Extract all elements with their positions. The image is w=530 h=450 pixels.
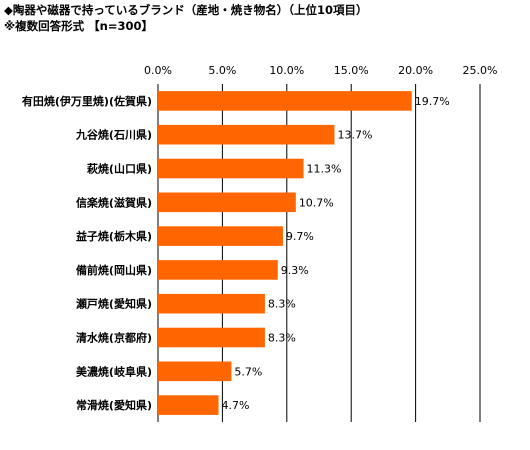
data-label: 5.7% — [234, 365, 262, 378]
x-tick-label: 25.0% — [463, 64, 498, 77]
data-label: 13.7% — [337, 129, 372, 142]
x-tick-label: 5.0% — [208, 64, 236, 77]
category-label: 備前焼(岡山県) — [76, 263, 152, 277]
bar — [158, 124, 335, 145]
data-label: 9.7% — [286, 230, 314, 243]
value-labels: 19.7% 13.7% 11.3% 10.7% 9.7% 9.3% 8.3% 8.3% 5.7%… — [222, 95, 450, 412]
category-label: 清水焼(京都府) — [76, 331, 152, 345]
data-label: 4.7% — [222, 399, 250, 412]
bar — [158, 158, 304, 179]
bar — [158, 395, 219, 415]
category-label: 信楽焼(滋賀県) — [76, 195, 152, 209]
category-label: 有田焼(伊万里焼)(佐賀県) — [22, 94, 152, 108]
chart-subtitle: ※複数回答形式 【n=300】 — [4, 19, 154, 33]
x-tick-labels: 0.0% 5.0% 10.0% 15.0% 20.0% 25.0% — [144, 64, 497, 77]
data-label: 11.3% — [307, 163, 342, 176]
bar — [158, 260, 278, 280]
chart-title: ◆陶器や磁器で持っているブランド（産地・焼き物名）（上位10項目） — [4, 3, 368, 17]
bar — [158, 192, 296, 213]
bar — [158, 327, 265, 348]
category-label: 常滑焼(愛知県) — [76, 398, 152, 412]
x-tick-label: 20.0% — [398, 64, 433, 77]
bar — [158, 91, 412, 111]
bars — [158, 91, 412, 415]
data-label: 8.3% — [268, 298, 296, 311]
data-label: 8.3% — [268, 332, 296, 345]
data-label: 10.7% — [299, 196, 334, 209]
x-tick-label: 15.0% — [334, 64, 369, 77]
bar — [158, 361, 232, 382]
x-tick-label: 0.0% — [144, 64, 172, 77]
data-label: 19.7% — [415, 95, 450, 108]
category-label: 瀬戸焼(愛知県) — [76, 297, 152, 311]
category-labels: 有田焼(伊万里焼)(佐賀県) 九谷焼(石川県) 萩焼(山口県) 信楽焼(滋賀県) 益子焼… — [22, 94, 152, 412]
chart-header: ◆陶器や磁器で持っているブランド（産地・焼き物名）（上位10項目） ※複数回答形… — [4, 2, 368, 34]
bar — [158, 293, 265, 314]
x-tick-label: 10.0% — [269, 64, 304, 77]
category-label: 萩焼(山口県) — [86, 162, 152, 176]
category-label: 益子焼(栃木県) — [76, 229, 152, 243]
category-label: 美濃焼(岐阜県) — [76, 364, 152, 378]
bar — [158, 226, 283, 246]
data-label: 9.3% — [281, 264, 309, 277]
category-label: 九谷焼(石川県) — [75, 128, 152, 142]
